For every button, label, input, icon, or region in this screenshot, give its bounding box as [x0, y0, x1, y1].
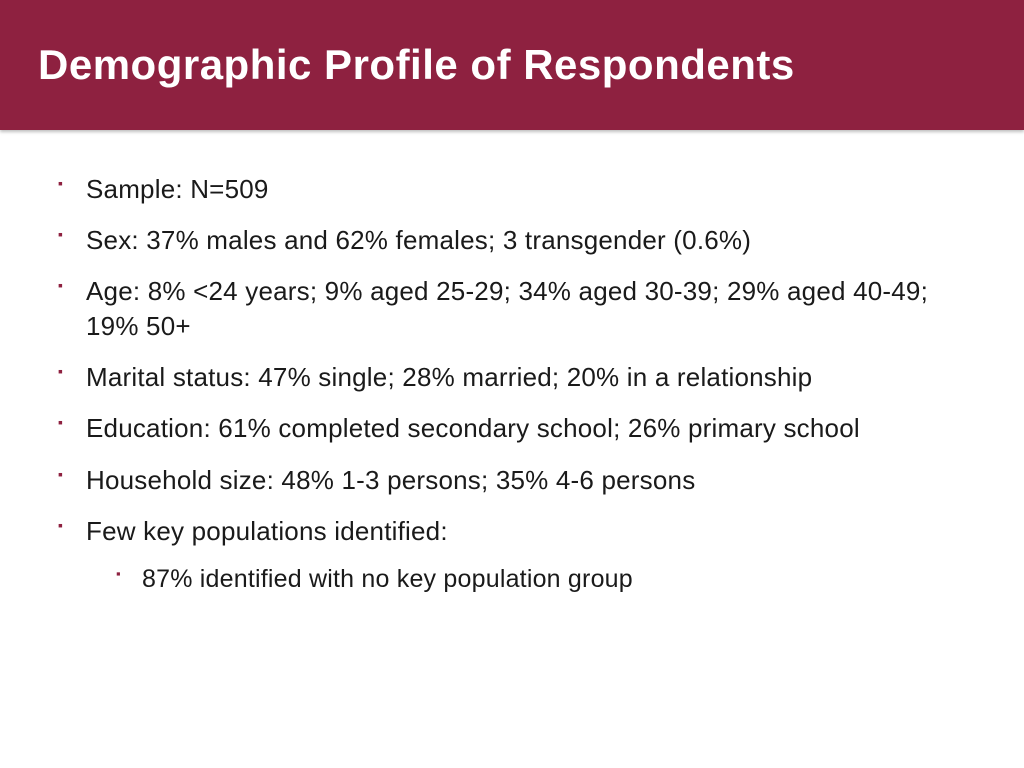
slide-header: Demographic Profile of Respondents [0, 0, 1024, 130]
list-item: Sex: 37% males and 62% females; 3 transg… [52, 223, 972, 258]
list-item: Sample: N=509 [52, 172, 972, 207]
list-item: Age: 8% <24 years; 9% aged 25-29; 34% ag… [52, 274, 972, 344]
slide-content: Sample: N=509 Sex: 37% males and 62% fem… [0, 130, 1024, 597]
list-item-text: Household size: 48% 1-3 persons; 35% 4-6… [86, 465, 695, 495]
list-item-text: Education: 61% completed secondary schoo… [86, 413, 860, 443]
list-item: Household size: 48% 1-3 persons; 35% 4-6… [52, 463, 972, 498]
list-item-text: Age: 8% <24 years; 9% aged 25-29; 34% ag… [86, 276, 928, 341]
list-item-text: Sample: N=509 [86, 174, 269, 204]
slide-title: Demographic Profile of Respondents [38, 41, 795, 89]
sub-bullet-list: 87% identified with no key population gr… [86, 563, 972, 597]
bullet-list: Sample: N=509 Sex: 37% males and 62% fem… [52, 172, 972, 597]
list-item: Education: 61% completed secondary schoo… [52, 411, 972, 446]
list-item: Marital status: 47% single; 28% married;… [52, 360, 972, 395]
list-item: Few key populations identified: 87% iden… [52, 514, 972, 597]
list-item-text: Sex: 37% males and 62% females; 3 transg… [86, 225, 751, 255]
list-item-text: Marital status: 47% single; 28% married;… [86, 362, 812, 392]
list-item-text: Few key populations identified: [86, 516, 448, 546]
sub-list-item-text: 87% identified with no key population gr… [142, 565, 633, 593]
sub-list-item: 87% identified with no key population gr… [86, 563, 972, 597]
